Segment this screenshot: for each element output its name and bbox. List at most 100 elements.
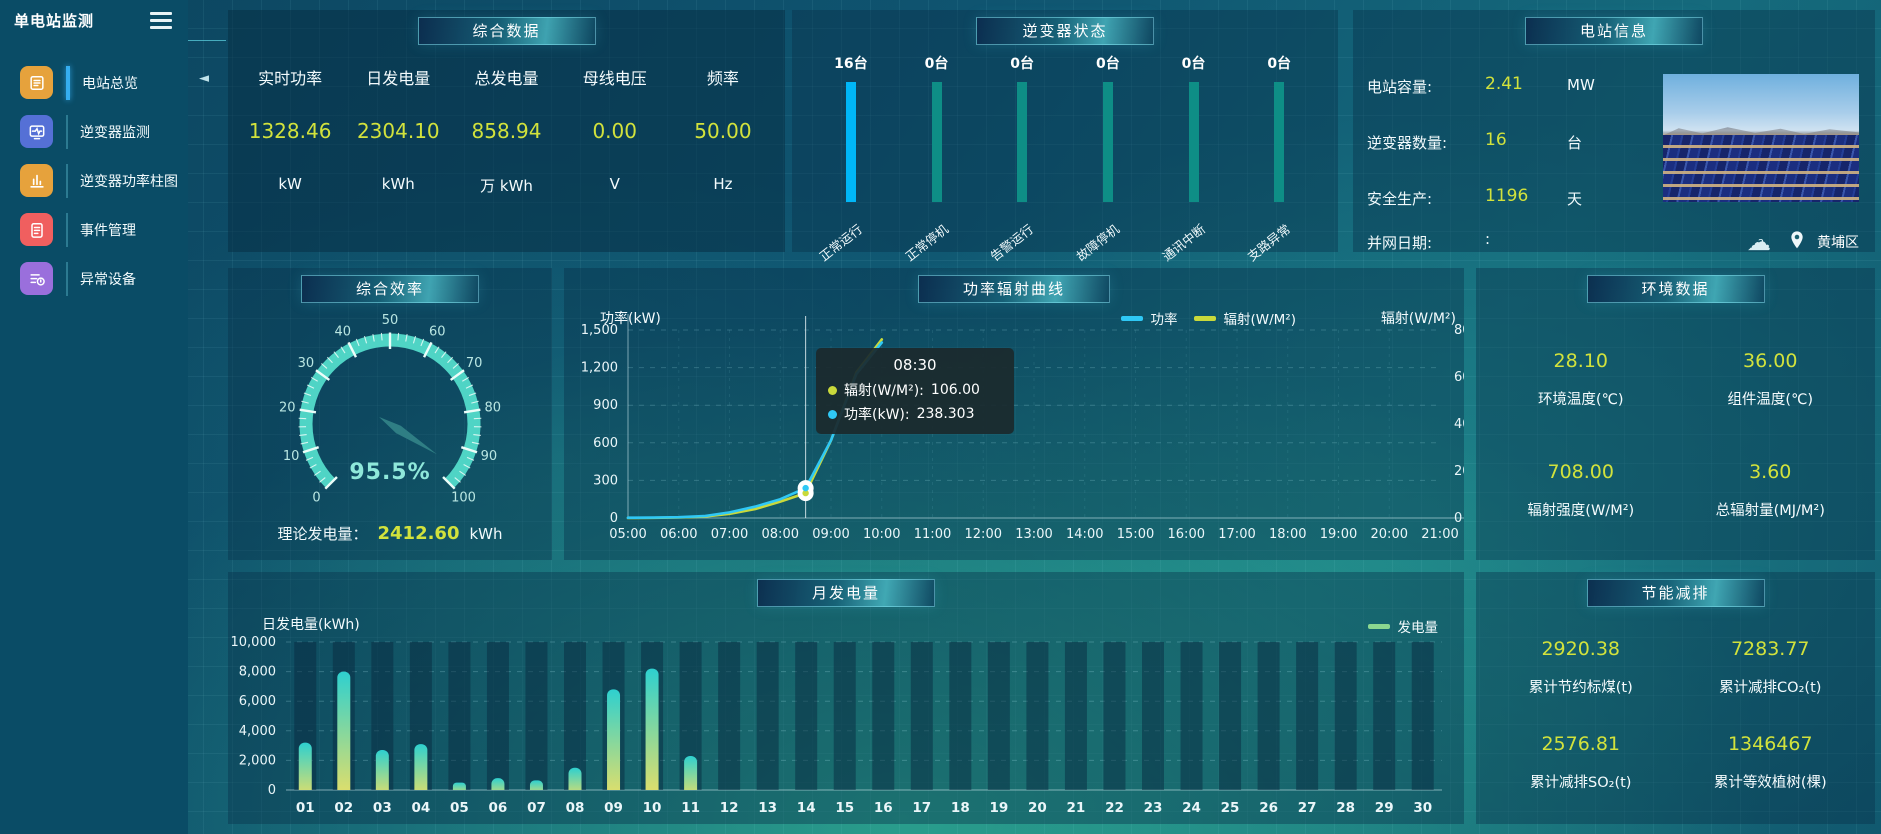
sidebar-menu: 电站总览 逆变器监测 逆变器功率柱图 事 — [0, 58, 188, 303]
status-label: 正常运行 — [816, 221, 865, 264]
svg-text:14:00: 14:00 — [1066, 527, 1103, 542]
svg-text:06: 06 — [489, 800, 508, 816]
gauge-value-label: 95.5% — [349, 460, 431, 485]
left-axis-title: 功率(kW) — [600, 311, 661, 327]
status-count: 16台 — [834, 56, 868, 72]
metric-value: 858.94 — [471, 119, 542, 143]
bar-axis-title: 日发电量(kWh) — [262, 617, 360, 633]
sidebar: 单电站监测 电站总览 逆变器监测 — [0, 0, 188, 834]
svg-text:2,000: 2,000 — [239, 753, 276, 768]
panel-summary: 综合数据 实时功率 1328.46 kW 日发电量 2304.10 kWh 总发… — [228, 10, 785, 252]
legend-power-swatch — [1120, 315, 1143, 321]
svg-text:4,000: 4,000 — [239, 724, 276, 739]
metric-ambient-temp: 28.10 环境温度(℃) — [1537, 350, 1624, 408]
menu-divider — [66, 114, 68, 149]
inverter-status-normal-run: 16台 正常运行 — [808, 53, 894, 264]
svg-text:12: 12 — [720, 800, 739, 816]
svg-text:20:00: 20:00 — [1371, 527, 1408, 542]
svg-text:04: 04 — [411, 800, 430, 816]
tooltip-time: 08:30 — [893, 356, 937, 374]
sidebar-item-inverter-monitor[interactable]: 逆变器监测 — [0, 107, 188, 156]
location-pin-icon[interactable] — [1789, 230, 1805, 254]
legend-energy-swatch — [1367, 623, 1390, 629]
legend-power[interactable]: 功率 — [1120, 308, 1178, 328]
metric-daily-energy: 日发电量 2304.10 kWh — [344, 65, 452, 196]
status-bar — [1188, 82, 1199, 202]
legend-radiation[interactable]: 辐射(W/M²) — [1193, 308, 1296, 328]
abnormal-device-icon — [20, 262, 53, 295]
sidebar-item-station-overview[interactable]: 电站总览 — [0, 58, 188, 107]
legend-label: 发电量 — [1397, 620, 1439, 636]
sidebar-header: 单电站监测 — [0, 0, 188, 41]
status-bar — [1274, 82, 1285, 202]
monthly-energy-chart[interactable]: 0 2,000 4,000 6,000 8,000 10,000 01 02 03 04 05 06 0… — [228, 572, 1464, 824]
panel-title: 综合效率 — [301, 275, 479, 303]
svg-text:16:00: 16:00 — [1168, 527, 1205, 542]
metric-co2-reduced: 7283.77 累计减排CO₂(t) — [1719, 638, 1822, 696]
svg-text:29: 29 — [1375, 800, 1394, 816]
tooltip-power-row: 功率(kW): 238.303 — [828, 404, 1002, 424]
menu-divider — [66, 212, 68, 247]
svg-text:05:00: 05:00 — [609, 527, 646, 542]
menu-divider — [66, 163, 68, 198]
svg-text:09:00: 09:00 — [812, 527, 849, 542]
svg-text:16: 16 — [874, 800, 893, 816]
inverter-monitor-icon — [20, 115, 53, 148]
metric-total-energy: 总发电量 858.94 万 kWh — [452, 65, 560, 196]
sidebar-item-label: 异常设备 — [80, 271, 136, 288]
metric-unit: 万 kWh — [480, 177, 533, 195]
metric-unit: Hz — [713, 175, 733, 193]
status-bar — [845, 82, 856, 202]
svg-text:19:00: 19:00 — [1320, 527, 1357, 542]
svg-text:80: 80 — [484, 401, 501, 416]
metric-value: 2304.10 — [356, 119, 440, 143]
svg-text:10: 10 — [283, 449, 300, 464]
station-location: ☁ ? 黄埔区 — [1747, 230, 1859, 254]
svg-text:12:00: 12:00 — [965, 527, 1002, 542]
line-chart-legend[interactable]: 功率 辐射(W/M²) — [1120, 308, 1296, 328]
svg-text:60: 60 — [429, 324, 446, 339]
svg-text:900: 900 — [593, 398, 618, 413]
metric-radiation-intensity: 708.00 辐射强度(W/M²) — [1527, 461, 1635, 519]
weather-cloud-icon[interactable]: ☁ ? — [1747, 228, 1771, 256]
status-bar — [1017, 82, 1028, 202]
status-count: 0台 — [1095, 56, 1120, 72]
metric-unit: kWh — [381, 175, 415, 193]
row-label: 并网日期: — [1367, 234, 1433, 252]
inverter-status-branch-abnormal: 0台 支路异常 — [1236, 53, 1322, 264]
status-bar — [931, 82, 942, 202]
svg-text:18:00: 18:00 — [1269, 527, 1306, 542]
svg-text:100: 100 — [451, 491, 476, 506]
svg-text:07: 07 — [527, 800, 546, 816]
inverter-status-normal-stop: 0台 正常停机 — [894, 53, 980, 264]
status-label: 支路异常 — [1244, 221, 1294, 264]
bar-chart-legend[interactable]: 发电量 — [1367, 616, 1439, 636]
sidebar-item-inverter-power-bars[interactable]: 逆变器功率柱图 — [0, 156, 188, 205]
svg-text:06:00: 06:00 — [660, 527, 697, 542]
footer-value: 2412.60 — [377, 523, 460, 544]
status-count: 0台 — [1181, 56, 1206, 72]
efficiency-gauge[interactable]: 0 10 20 30 40 50 60 70 80 90 100 — [228, 302, 552, 514]
svg-text:600: 600 — [1454, 370, 1464, 385]
svg-text:0: 0 — [610, 511, 618, 526]
metric-frequency: 频率 50.00 Hz — [669, 65, 777, 196]
svg-text:09: 09 — [604, 800, 623, 816]
metric-module-temp: 36.00 组件温度(℃) — [1727, 350, 1814, 408]
svg-text:30: 30 — [1413, 800, 1432, 816]
svg-text:24: 24 — [1182, 800, 1201, 816]
menu-divider — [66, 261, 68, 296]
metric-label: 实时功率 — [258, 69, 323, 88]
sidebar-item-event-management[interactable]: 事件管理 — [0, 205, 188, 254]
svg-text:19: 19 — [989, 800, 1008, 816]
sidebar-collapse-arrow[interactable]: ◄ — [199, 71, 209, 86]
sidebar-item-abnormal-device[interactable]: 异常设备 — [0, 254, 188, 303]
power-radiation-chart[interactable]: 05:00 06:00 07:00 08:00 09:00 10:00 11:00 12:00… — [564, 268, 1464, 560]
status-label: 故障停机 — [1073, 221, 1122, 264]
svg-text:14: 14 — [797, 800, 816, 816]
svg-text:10:00: 10:00 — [863, 527, 900, 542]
hamburger-menu-icon[interactable] — [150, 12, 172, 29]
inverter-status-alarm-run: 0台 告警运行 — [979, 53, 1065, 264]
svg-text:30: 30 — [298, 356, 315, 371]
svg-text:70: 70 — [466, 356, 483, 371]
inverter-status-bars[interactable]: 16台 正常运行 0台 正常停机 0台 告警运行 0台 故障停机 0台 — [792, 45, 1338, 264]
